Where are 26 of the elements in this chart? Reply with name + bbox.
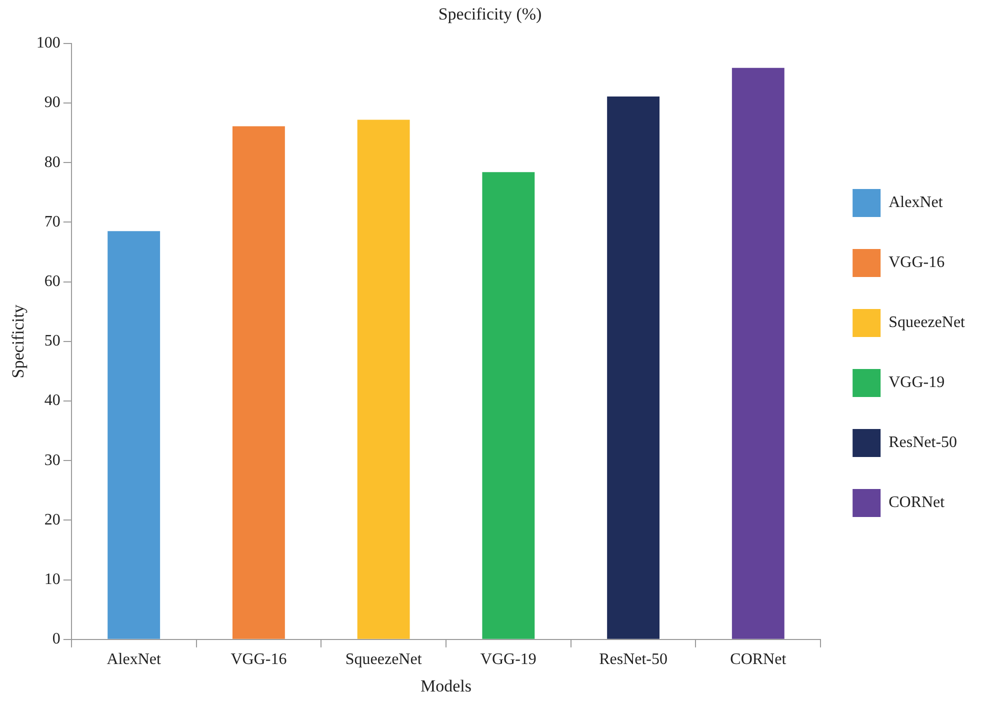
- legend-label: SqueezeNet: [888, 314, 966, 332]
- y-tick-label: 90: [44, 94, 60, 112]
- x-tick-label: VGG-16: [230, 651, 287, 668]
- x-tick-label: SqueezeNet: [345, 651, 422, 668]
- y-tick-label: 100: [36, 34, 60, 52]
- x-axis-title: Models: [420, 676, 472, 696]
- y-tick-label: 50: [44, 332, 60, 350]
- legend-label: AlexNet: [888, 194, 944, 212]
- x-tick-label: VGG-19: [480, 651, 536, 668]
- legend-label: CORNet: [888, 494, 946, 512]
- x-tick-label: CORNet: [730, 651, 787, 668]
- legend-label: ResNet-50: [888, 434, 958, 452]
- y-tick-label: 40: [44, 392, 60, 410]
- x-tick-label: AlexNet: [106, 651, 162, 668]
- y-tick-label: 30: [44, 452, 60, 469]
- y-tick-label: 0: [52, 630, 60, 648]
- y-axis-title: Specificity: [8, 304, 28, 378]
- y-tick-label: 20: [44, 511, 60, 528]
- chart-title: Specificity (%): [438, 4, 542, 24]
- legend-label: VGG-19: [888, 374, 945, 392]
- y-tick-label: 10: [44, 571, 60, 588]
- legend-label: VGG-16: [888, 254, 945, 272]
- y-tick-label: 60: [44, 273, 60, 290]
- x-tick-label: ResNet-50: [599, 651, 668, 668]
- y-tick-label: 80: [44, 154, 60, 171]
- y-tick-label: 70: [44, 213, 60, 230]
